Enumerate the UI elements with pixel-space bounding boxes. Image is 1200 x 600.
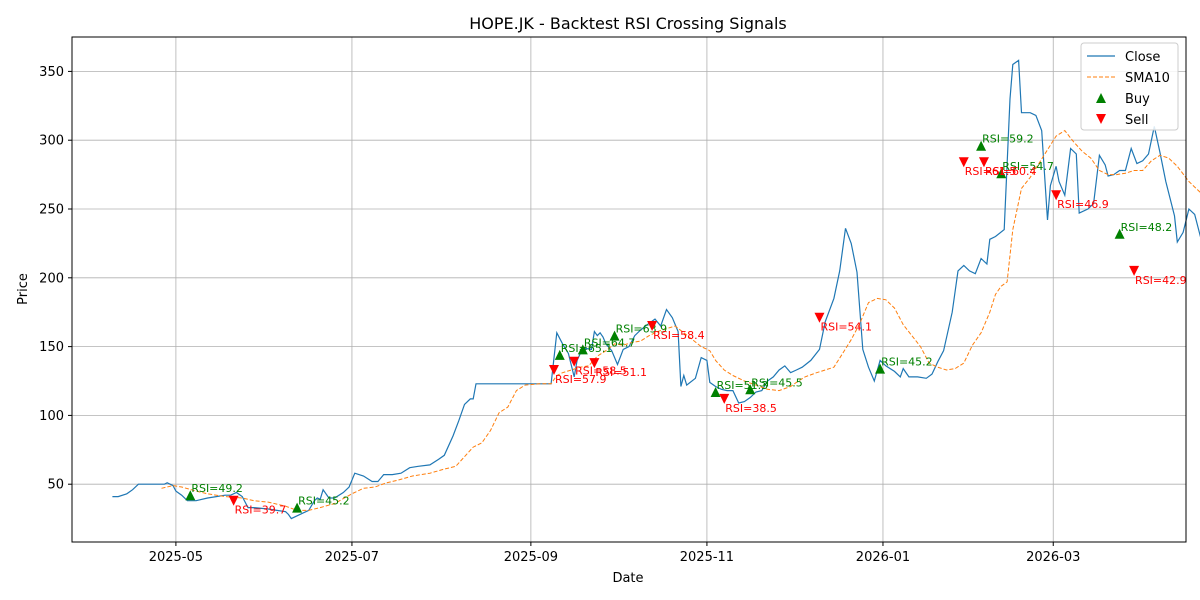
sell-marker xyxy=(589,358,600,369)
buy-marker xyxy=(577,344,588,355)
buy-rsi-label: RSI=64.7 xyxy=(584,336,636,349)
y-tick-label: 50 xyxy=(47,478,64,493)
legend-sell-marker xyxy=(1096,114,1106,124)
sell-rsi-label: RSI=51.1 xyxy=(595,366,647,379)
y-tick-label: 100 xyxy=(39,409,64,424)
x-tick-label: 2025-07 xyxy=(325,550,379,565)
buy-marker xyxy=(710,387,721,398)
x-tick-label: 2025-09 xyxy=(504,550,558,565)
sell-rsi-label: RSI=42.9 xyxy=(1135,274,1187,287)
plot-area: RSI=49.2RSI=45.2RSI=65.1RSI=64.7RSI=63.9… xyxy=(112,59,1200,520)
x-axis-title: Date xyxy=(612,571,643,586)
sell-marker xyxy=(548,364,559,375)
sell-marker xyxy=(1129,265,1140,276)
y-axis-title: Price xyxy=(16,273,31,305)
buy-marker xyxy=(976,140,987,151)
sell-marker xyxy=(814,312,825,323)
x-tick-label: 2026-01 xyxy=(856,550,910,565)
buy-rsi-label: RSI=48.2 xyxy=(1121,221,1173,234)
sell-marker xyxy=(958,157,969,168)
legend-close-label: Close xyxy=(1125,50,1160,65)
legend-sma-label: SMA10 xyxy=(1125,71,1170,86)
sell-rsi-label: RSI=38.5 xyxy=(725,402,777,415)
legend-sell-label: Sell xyxy=(1125,113,1148,128)
legend-buy-label: Buy xyxy=(1125,92,1150,107)
sma10-line xyxy=(161,129,1200,511)
buy-rsi-label: RSI=45.2 xyxy=(881,356,933,369)
buy-rsi-label: RSI=45.2 xyxy=(298,495,350,508)
buy-rsi-label: RSI=65.1 xyxy=(561,342,613,355)
sell-rsi-label: RSI=61.5 xyxy=(965,165,1017,178)
buy-marker xyxy=(185,490,196,501)
close-price-line xyxy=(112,59,1200,520)
x-tick-label: 2025-11 xyxy=(680,550,734,565)
sell-rsi-label: RSI=58.4 xyxy=(653,329,705,342)
y-axis-ticks: 50 100 150 200 250 300 350 xyxy=(39,65,72,493)
buy-rsi-label: RSI=59.2 xyxy=(982,133,1034,146)
sell-marker xyxy=(978,157,989,168)
y-tick-label: 250 xyxy=(39,203,64,218)
plot-frame xyxy=(71,36,1187,543)
sell-rsi-label: RSI=54.1 xyxy=(820,321,872,334)
legend: Close SMA10 Buy Sell xyxy=(1080,42,1179,131)
chart-title: HOPE.JK - Backtest RSI Crossing Signals xyxy=(469,14,787,33)
legend-box xyxy=(1080,42,1179,131)
buy-rsi-label: RSI=51.3 xyxy=(717,379,769,392)
y-tick-label: 300 xyxy=(39,134,64,149)
sell-rsi-label: RSI=39.7 xyxy=(235,504,287,517)
y-tick-label: 350 xyxy=(39,65,64,80)
sell-marker xyxy=(647,320,658,331)
x-tick-label: 2026-03 xyxy=(1026,550,1080,565)
sell-rsi-label: RSI=60.4 xyxy=(985,165,1037,178)
legend-buy-marker xyxy=(1096,93,1106,103)
sell-marker xyxy=(719,393,730,404)
y-tick-label: 200 xyxy=(39,271,64,286)
buy-rsi-label: RSI=45.5 xyxy=(751,376,803,389)
buy-marker xyxy=(875,363,886,374)
sell-rsi-label: RSI=58.5 xyxy=(575,365,627,378)
buy-marker xyxy=(745,384,756,395)
sell-marker xyxy=(1051,190,1062,201)
x-tick-label: 2025-05 xyxy=(149,550,203,565)
buy-rsi-label: RSI=54.7 xyxy=(1002,160,1054,173)
buy-marker xyxy=(609,330,620,341)
sell-rsi-label: RSI=57.9 xyxy=(555,373,607,386)
buy-marker xyxy=(554,349,565,360)
buy-marker xyxy=(1114,228,1125,239)
sell-rsi-label: RSI=46.9 xyxy=(1057,198,1109,211)
buy-rsi-label: RSI=49.2 xyxy=(191,482,243,495)
y-tick-label: 150 xyxy=(39,340,64,355)
buy-marker xyxy=(292,502,303,513)
grid-lines xyxy=(72,37,1186,542)
x-axis-ticks: 2025-05 2025-07 2025-09 2025-11 2026-01 2026-… xyxy=(149,542,1080,565)
buy-marker xyxy=(996,168,1007,179)
sell-marker xyxy=(569,356,580,367)
sell-marker xyxy=(228,495,239,506)
